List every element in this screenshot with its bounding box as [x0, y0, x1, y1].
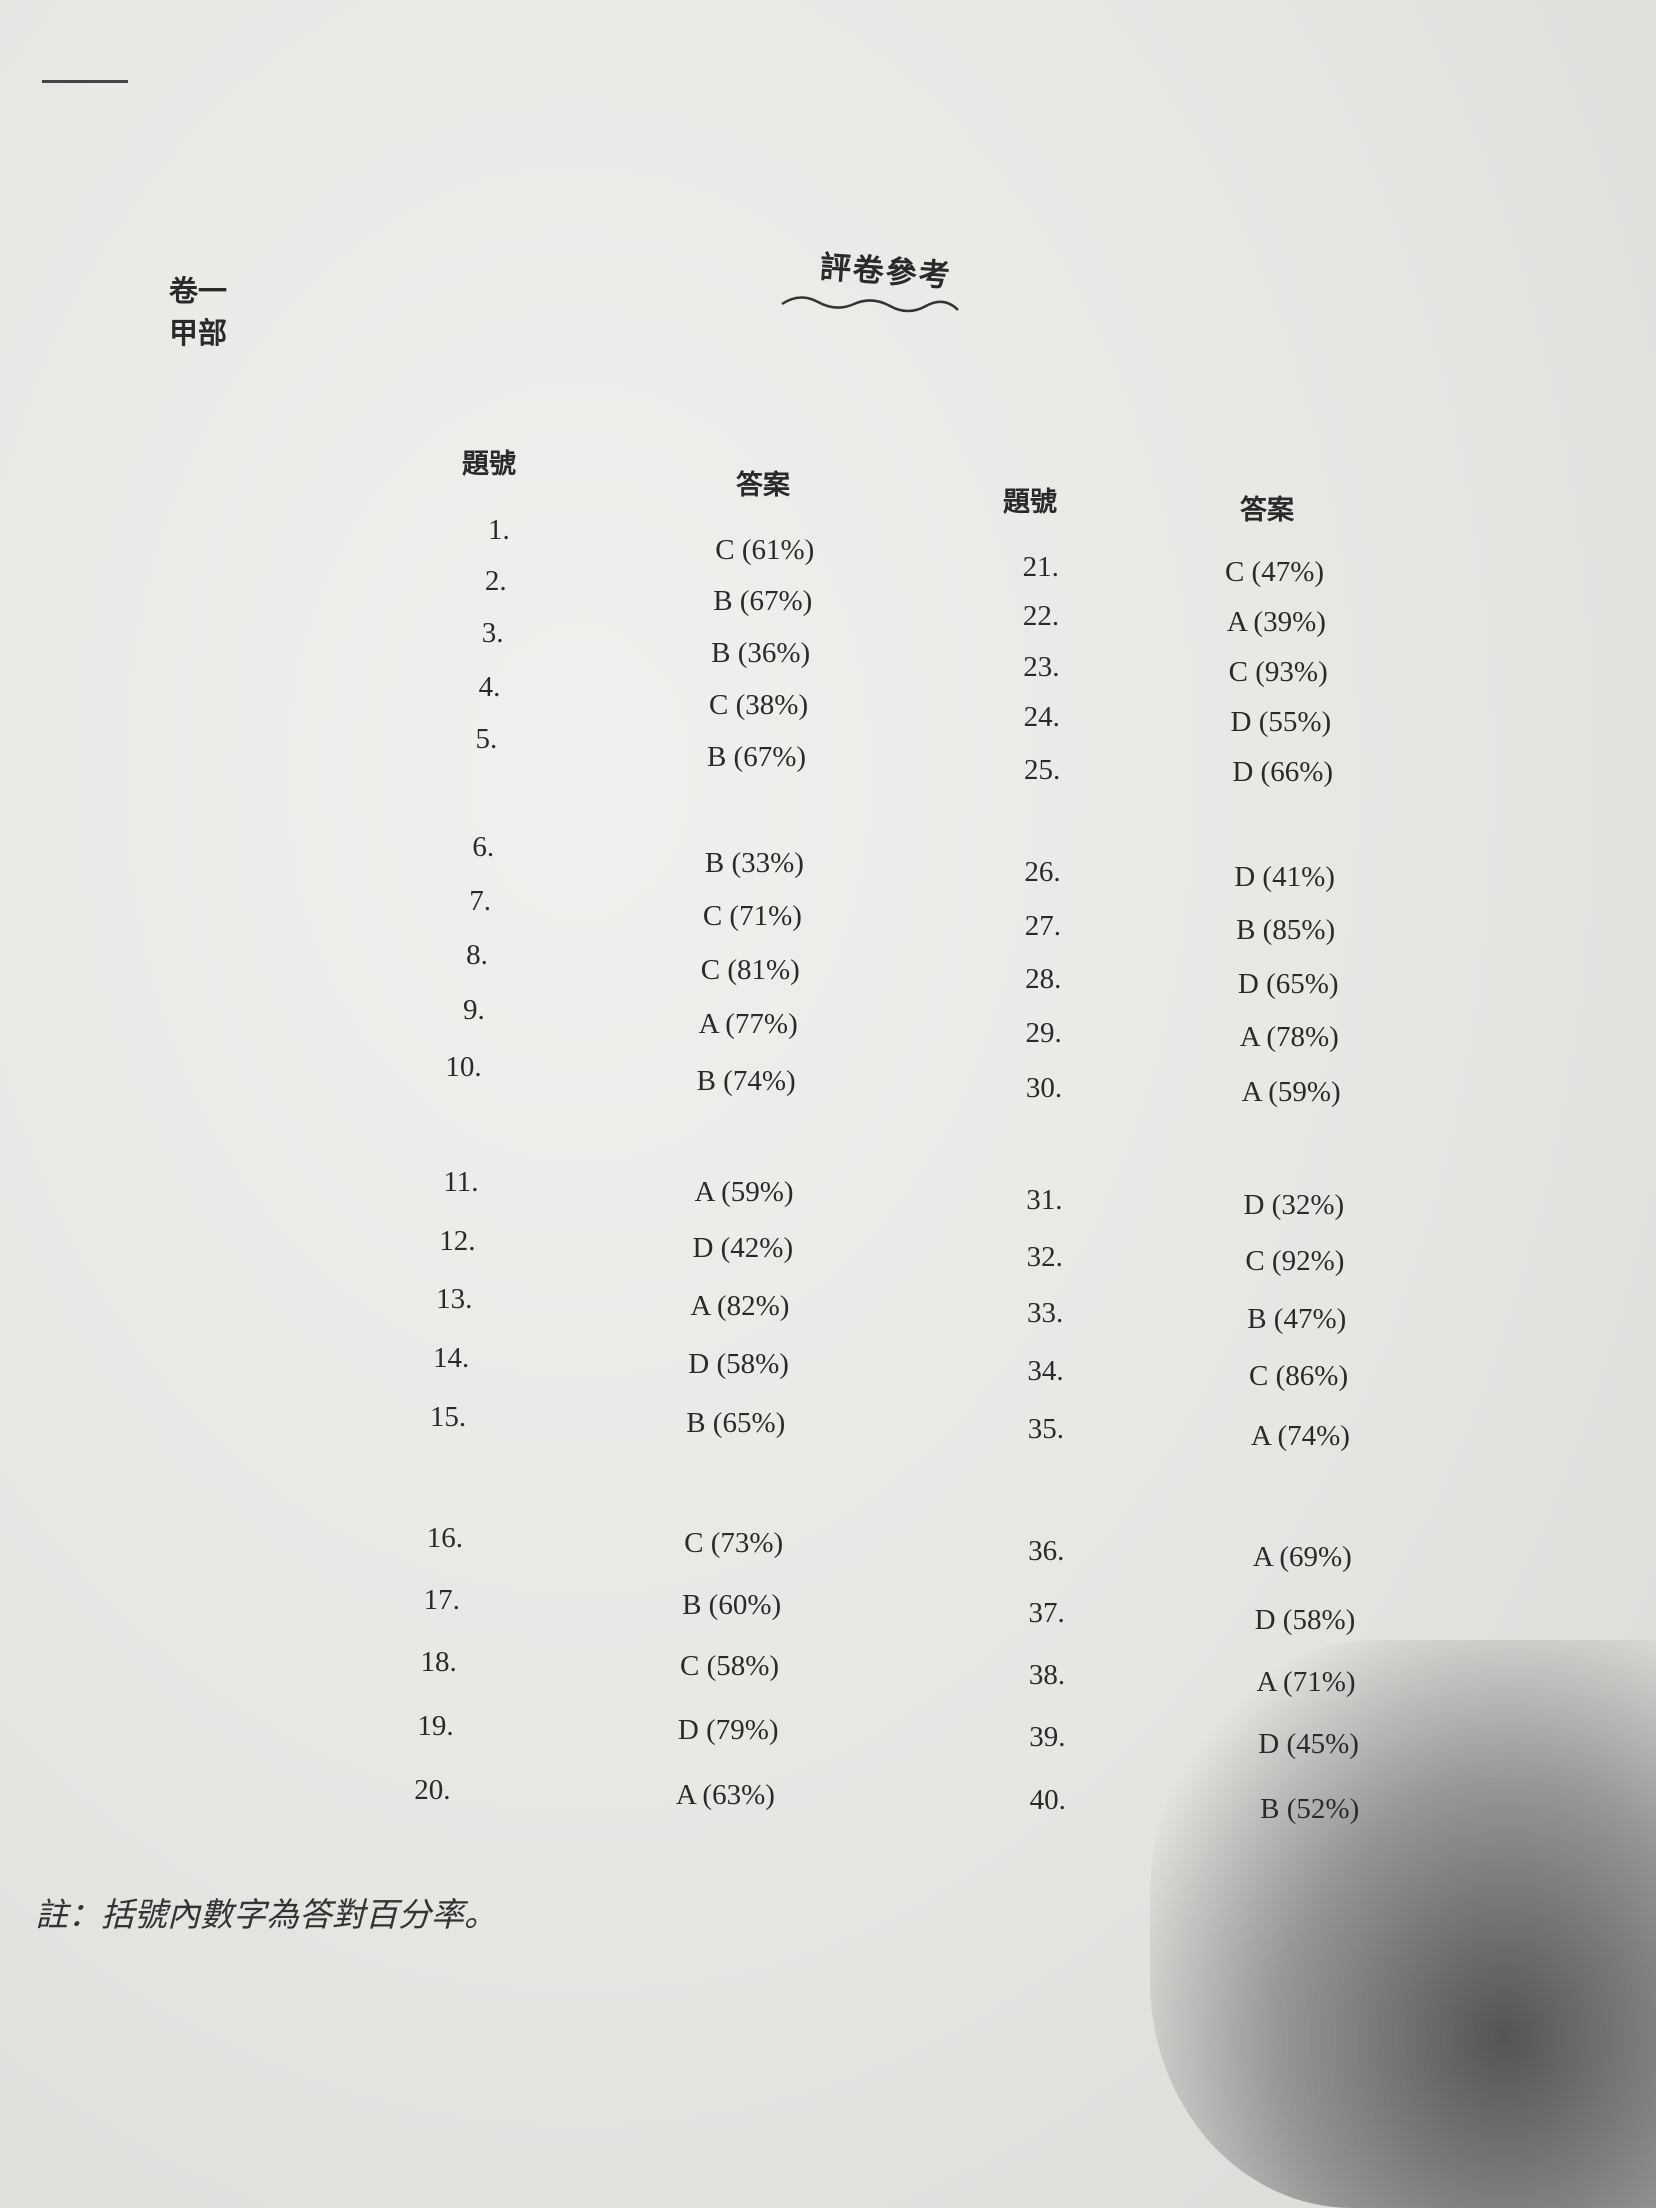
answer-value: A (59%): [1241, 1076, 1341, 1109]
question-number: 25.: [1024, 753, 1061, 786]
question-number: 2.: [484, 564, 507, 597]
footnote: 註：括號內數字為答對百分率。: [35, 1895, 497, 1934]
question-number: 1.: [487, 514, 510, 547]
answer-value: B (60%): [682, 1588, 782, 1621]
left-answer-header: 答案: [736, 470, 790, 501]
left-question-header: 題號: [462, 449, 516, 480]
answer-value: D (58%): [1254, 1604, 1356, 1637]
answer-value: B (85%): [1236, 914, 1336, 947]
question-number: 22.: [1022, 600, 1060, 633]
answer-value: B (52%): [1260, 1792, 1360, 1825]
question-number: 7.: [469, 884, 492, 917]
answer-value: B (47%): [1247, 1302, 1347, 1335]
answer-value: D (58%): [688, 1347, 789, 1380]
question-number: 29.: [1025, 1016, 1062, 1049]
question-number: 19.: [417, 1709, 454, 1742]
answer-value: A (78%): [1239, 1021, 1339, 1054]
question-number: 20.: [414, 1774, 451, 1807]
answer-value: B (65%): [686, 1406, 786, 1439]
question-number: 36.: [1028, 1535, 1065, 1568]
right-answer-header: 答案: [1240, 495, 1294, 526]
question-number: 6.: [472, 831, 495, 864]
question-number: 11.: [443, 1166, 479, 1199]
question-number: 34.: [1027, 1354, 1064, 1387]
question-number: 17.: [423, 1584, 460, 1617]
answer-value: A (69%): [1252, 1540, 1352, 1573]
question-number: 15.: [429, 1401, 467, 1434]
question-number: 12.: [439, 1225, 476, 1258]
question-number: 37.: [1028, 1596, 1065, 1629]
answer-value: A (63%): [675, 1778, 775, 1811]
answer-value: D (65%): [1237, 967, 1339, 1000]
question-number: 27.: [1024, 909, 1062, 942]
answer-value: D (41%): [1234, 860, 1335, 893]
answer-value: A (39%): [1226, 605, 1326, 638]
answer-value: B (33%): [704, 846, 804, 879]
question-number: 23.: [1023, 650, 1060, 683]
question-number: 5.: [475, 722, 498, 755]
right-question-header: 題號: [1003, 487, 1057, 518]
question-number: 33.: [1027, 1297, 1064, 1330]
question-number: 28.: [1025, 963, 1062, 996]
answer-value: B (74%): [696, 1064, 796, 1097]
answer-value: A (71%): [1256, 1665, 1356, 1698]
answer-value: C (71%): [702, 900, 802, 933]
answer-value: A (59%): [694, 1175, 794, 1208]
photo-shadow: [1150, 1640, 1656, 2208]
answer-value: C (47%): [1224, 556, 1325, 589]
answer-value: C (86%): [1249, 1360, 1349, 1393]
question-number: 32.: [1026, 1240, 1063, 1273]
answer-value: C (81%): [700, 953, 800, 986]
answer-value: D (32%): [1243, 1188, 1345, 1221]
question-number: 18.: [420, 1646, 457, 1679]
paper-label: 卷一: [169, 274, 228, 308]
title-underline-wave: [781, 296, 959, 313]
answer-value: B (67%): [706, 740, 807, 773]
question-number: 8.: [466, 939, 488, 972]
question-number: 40.: [1029, 1784, 1066, 1817]
question-number: 26.: [1024, 856, 1061, 889]
answer-value: C (61%): [715, 533, 815, 566]
question-number: 39.: [1029, 1720, 1066, 1753]
question-number: 16.: [426, 1522, 463, 1555]
question-number: 35.: [1027, 1412, 1064, 1445]
answer-value: D (79%): [677, 1713, 779, 1746]
question-number: 31.: [1026, 1184, 1063, 1217]
question-number: 21.: [1022, 550, 1059, 583]
answer-value: A (74%): [1250, 1419, 1350, 1452]
answer-value: D (42%): [692, 1232, 794, 1265]
answer-value: D (55%): [1230, 705, 1332, 738]
question-number: 9.: [463, 994, 485, 1027]
question-number: 4.: [478, 670, 501, 703]
answer-value: C (93%): [1228, 656, 1328, 689]
top-rule: [42, 80, 128, 83]
answer-value: A (77%): [698, 1008, 798, 1041]
answer-value: B (67%): [713, 584, 813, 617]
question-number: 14.: [432, 1342, 470, 1375]
answer-value: C (92%): [1245, 1244, 1345, 1277]
answer-value: D (45%): [1258, 1727, 1359, 1760]
question-number: 24.: [1023, 701, 1060, 734]
answer-value: D (66%): [1232, 756, 1334, 789]
answer-value: C (58%): [679, 1650, 780, 1683]
section-label: 甲部: [169, 316, 228, 350]
question-number: 13.: [436, 1282, 473, 1315]
question-number: 3.: [481, 617, 504, 649]
page-title: 評卷參考: [818, 249, 953, 295]
answer-value: B (36%): [711, 636, 811, 669]
question-number: 30.: [1025, 1071, 1063, 1104]
question-number: 38.: [1028, 1658, 1066, 1691]
answer-value: A (82%): [690, 1290, 790, 1323]
answer-value: C (73%): [684, 1526, 784, 1559]
answer-value: C (38%): [709, 688, 809, 721]
question-number: 10.: [445, 1050, 482, 1083]
